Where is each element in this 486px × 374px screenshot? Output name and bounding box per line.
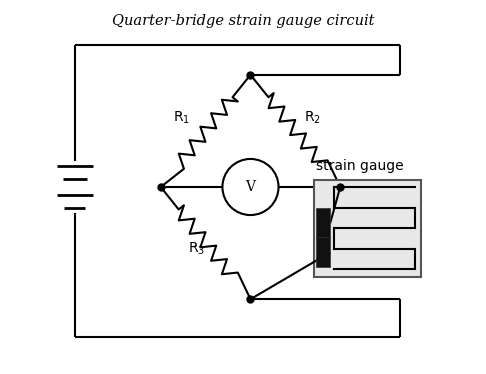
- Bar: [314, 180, 421, 277]
- Text: Quarter-bridge strain gauge circuit: Quarter-bridge strain gauge circuit: [112, 13, 374, 28]
- Text: R$_2$: R$_2$: [304, 110, 321, 126]
- Text: V: V: [245, 180, 256, 194]
- Bar: [316, 237, 330, 267]
- Text: R$_1$: R$_1$: [173, 110, 190, 126]
- Text: R$_3$: R$_3$: [188, 240, 205, 257]
- Bar: [316, 208, 330, 238]
- Text: strain gauge: strain gauge: [316, 159, 403, 174]
